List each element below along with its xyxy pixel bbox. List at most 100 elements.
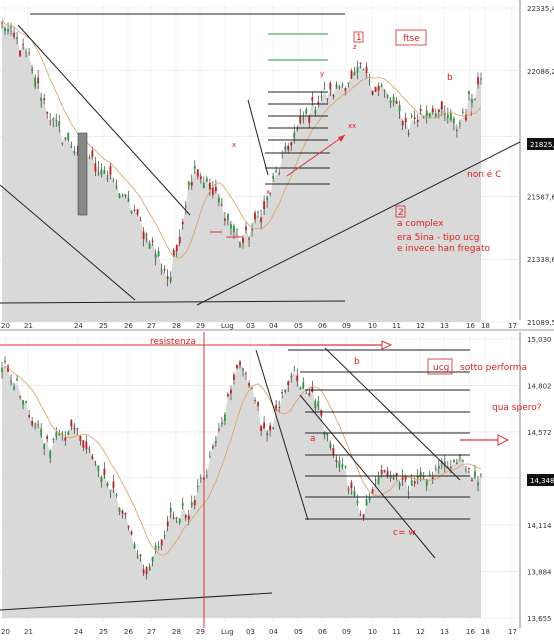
candle-body bbox=[16, 37, 18, 40]
candle-body bbox=[151, 556, 154, 562]
candle-body bbox=[477, 482, 479, 486]
candle-body bbox=[468, 468, 470, 469]
x-tick-label: 29 bbox=[196, 322, 205, 330]
candle-body bbox=[338, 86, 341, 88]
series-label: ucg bbox=[433, 363, 449, 373]
candle-body bbox=[365, 499, 368, 506]
candle-body bbox=[404, 475, 407, 480]
candle-body bbox=[58, 432, 61, 436]
candle-body bbox=[389, 100, 392, 103]
candle-body bbox=[88, 448, 91, 450]
moving-average-line bbox=[1, 366, 482, 556]
candle-body bbox=[28, 415, 31, 418]
candle-body bbox=[157, 546, 160, 548]
candle-body bbox=[202, 183, 205, 189]
candle-body bbox=[383, 470, 386, 472]
x-tick-label: 12 bbox=[416, 628, 425, 636]
candle-body bbox=[118, 194, 121, 198]
candle-body bbox=[43, 98, 46, 101]
candle-body bbox=[353, 72, 356, 76]
candle-body bbox=[428, 113, 431, 118]
candle-body bbox=[10, 27, 12, 29]
candle-body bbox=[142, 231, 145, 240]
candle-body bbox=[410, 480, 413, 486]
candle-body bbox=[377, 85, 380, 91]
candle-body bbox=[386, 94, 389, 97]
candle-body bbox=[136, 209, 139, 215]
x-tick-label: 25 bbox=[99, 322, 108, 330]
candle-body bbox=[401, 121, 404, 126]
candle-body bbox=[115, 186, 118, 187]
candle-body bbox=[281, 391, 284, 394]
candle-body bbox=[73, 428, 76, 429]
candle-body bbox=[82, 440, 85, 448]
candle-body bbox=[329, 82, 332, 90]
candle-body bbox=[100, 477, 103, 483]
candle-body bbox=[468, 91, 470, 95]
candle-body bbox=[455, 129, 458, 131]
x-tick-label: 09 bbox=[342, 322, 351, 330]
candle-body bbox=[233, 225, 235, 232]
candle-body bbox=[139, 220, 142, 221]
candle-body bbox=[67, 431, 70, 435]
candle-body bbox=[175, 517, 178, 519]
label-1-box bbox=[353, 31, 364, 43]
candle-body bbox=[329, 443, 332, 448]
candle-body bbox=[368, 80, 371, 82]
annotation-non-e-c: non é C bbox=[467, 169, 501, 180]
candle-body bbox=[452, 459, 455, 463]
candle-body bbox=[190, 502, 193, 506]
trend-lines bbox=[0, 13, 521, 306]
candle-body bbox=[465, 468, 467, 470]
candle-body bbox=[196, 486, 199, 487]
candle-body bbox=[16, 378, 18, 381]
candle-body bbox=[211, 187, 214, 195]
candle-body bbox=[437, 109, 440, 112]
candle-body bbox=[459, 122, 461, 124]
candle-body bbox=[413, 117, 416, 120]
candle-body bbox=[416, 475, 419, 478]
candle-body bbox=[184, 515, 187, 518]
candle-body bbox=[88, 157, 91, 158]
candle-body bbox=[13, 32, 15, 37]
candle-body bbox=[311, 386, 314, 392]
candle-body bbox=[251, 388, 253, 390]
candle-body bbox=[257, 211, 259, 213]
label-2-box bbox=[395, 205, 406, 218]
x-tick-label: 10 bbox=[368, 322, 377, 330]
candle-body bbox=[332, 95, 335, 97]
price-axis bbox=[520, 0, 554, 320]
y-tick-label: 13,655 bbox=[527, 615, 552, 623]
candle-body bbox=[151, 240, 154, 243]
candle-body bbox=[362, 514, 365, 518]
x-tick-label: 21 bbox=[24, 322, 33, 330]
candle-body bbox=[269, 425, 272, 431]
candle-body bbox=[350, 482, 353, 488]
candle-body bbox=[145, 234, 148, 236]
x-tick-label: 18 bbox=[481, 322, 490, 330]
candle-body bbox=[224, 218, 226, 221]
candle-body bbox=[293, 132, 296, 138]
x-tick-label: 13 bbox=[440, 322, 449, 330]
candle-body bbox=[31, 421, 34, 426]
candle-body bbox=[199, 477, 202, 479]
candle-body bbox=[260, 426, 262, 431]
candle-body bbox=[419, 471, 422, 476]
candle-body bbox=[299, 388, 302, 390]
candle-body bbox=[187, 181, 190, 186]
candle-body bbox=[398, 483, 401, 487]
candle-body bbox=[19, 396, 21, 398]
candle-body bbox=[4, 361, 6, 362]
date-axis-labels: 20 21 24 25 26 27 28 29 Lug 03 04 05 06 09 10 11 12 13 16 1… bbox=[1, 322, 517, 330]
annotation-x: x bbox=[232, 141, 236, 149]
candle-body bbox=[70, 145, 73, 148]
candle-body bbox=[474, 99, 476, 101]
y-tick-label: 22335,4 bbox=[527, 5, 554, 13]
candle-body bbox=[407, 492, 410, 494]
price-area bbox=[2, 364, 481, 618]
candle-body bbox=[193, 500, 196, 506]
candle-body bbox=[4, 27, 6, 32]
candle-body bbox=[416, 119, 419, 122]
candle-body bbox=[139, 554, 142, 556]
candle-body bbox=[166, 276, 169, 279]
